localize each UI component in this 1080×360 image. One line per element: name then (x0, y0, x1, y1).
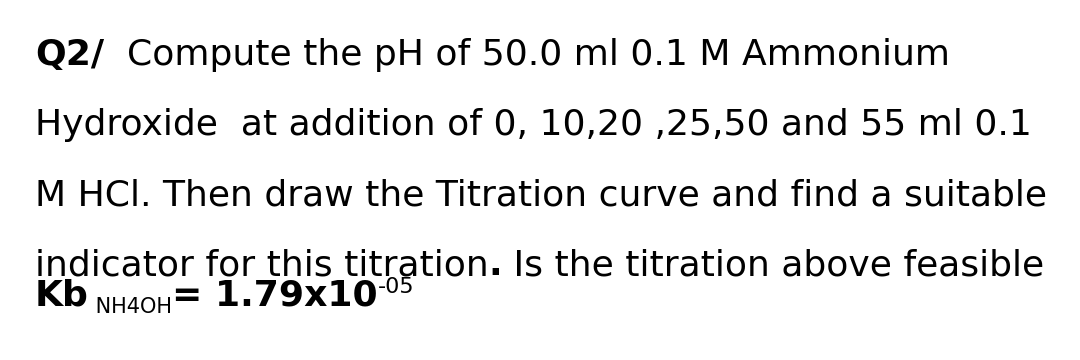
Text: NH4OH: NH4OH (89, 297, 172, 317)
Text: .: . (489, 248, 502, 282)
Text: M HCl. Then draw the Titration curve and find a suitable: M HCl. Then draw the Titration curve and… (35, 178, 1047, 212)
Text: Is the titration above feasible: Is the titration above feasible (502, 248, 1044, 282)
Text: Hydroxide  at addition of 0, 10,20 ,25,50 and 55 ml 0.1: Hydroxide at addition of 0, 10,20 ,25,50… (35, 108, 1031, 142)
Text: indicator for this titration: indicator for this titration (35, 248, 489, 282)
Text: Q2/: Q2/ (35, 38, 104, 72)
Text: = 1.79x10: = 1.79x10 (172, 278, 378, 312)
Text: Compute the pH of 50.0 ml 0.1 M Ammonium: Compute the pH of 50.0 ml 0.1 M Ammonium (104, 38, 950, 72)
Text: -05: -05 (378, 277, 414, 297)
Text: Kb: Kb (35, 278, 89, 312)
